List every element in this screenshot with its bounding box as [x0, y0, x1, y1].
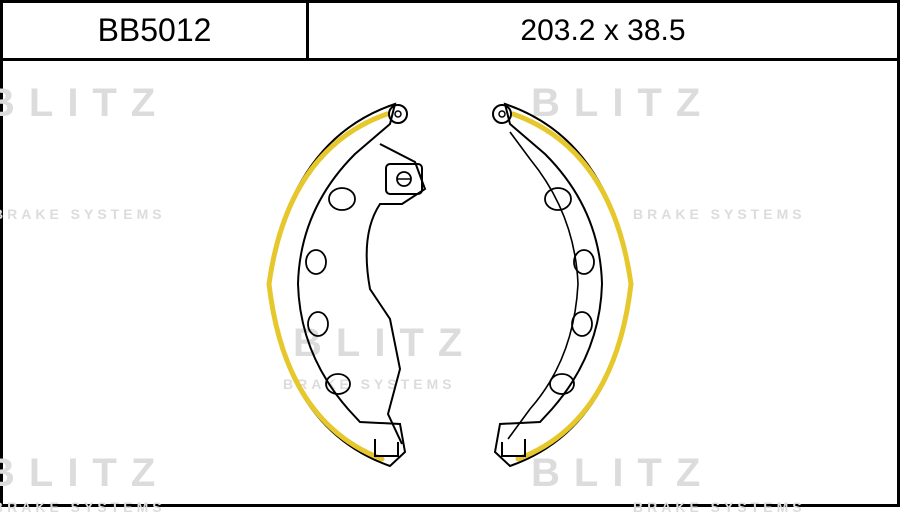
watermark-tagline: BRAKE SYSTEMS	[0, 499, 166, 515]
watermark-brand: BLITZ	[0, 81, 169, 126]
dimensions: 203.2 x 38.5	[520, 14, 685, 48]
left-brake-shoe	[268, 104, 425, 466]
outer-frame: BB5012 203.2 x 38.5 BLITZBLITZBLITZBLITZ…	[0, 0, 900, 507]
diagram-area: BLITZBLITZBLITZBLITZBLITZBRAKE SYSTEMSBR…	[3, 61, 897, 507]
brake-shoes-diagram	[230, 84, 670, 484]
right-brake-shoe	[493, 104, 632, 466]
part-number: BB5012	[98, 12, 212, 49]
watermark-brand: BLITZ	[0, 451, 169, 496]
watermark-tagline: BRAKE SYSTEMS	[633, 499, 806, 515]
dimensions-cell: 203.2 x 38.5	[309, 3, 897, 58]
part-number-cell: BB5012	[3, 3, 309, 58]
watermark-tagline: BRAKE SYSTEMS	[0, 206, 166, 222]
header-row: BB5012 203.2 x 38.5	[3, 3, 897, 61]
